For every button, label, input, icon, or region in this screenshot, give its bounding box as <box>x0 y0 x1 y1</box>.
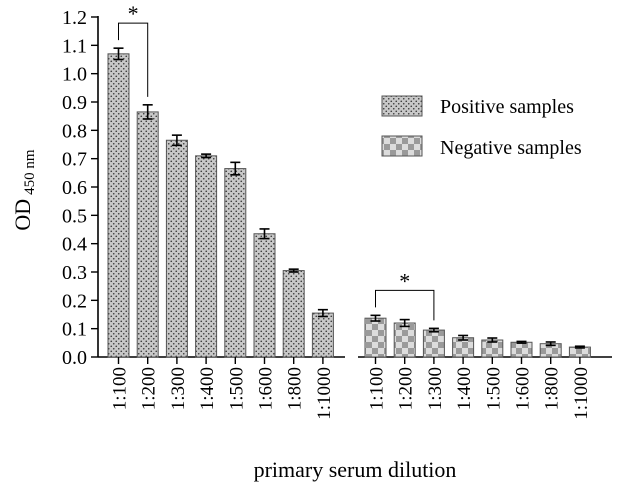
category-labels: 1:100 1:200 1:300 1:400 1:500 1:600 1:800 1:100… <box>110 357 592 420</box>
y-tick-label: 0.8 <box>62 120 87 142</box>
error-bars <box>113 47 585 349</box>
category-label: 1:1000 <box>571 367 592 420</box>
legend-swatch-positive <box>381 95 423 117</box>
y-axis-label: OD 450 nm <box>10 149 38 231</box>
category-label: 1:300 <box>425 367 446 410</box>
category-label: 1:800 <box>285 367 306 410</box>
y-tick-label: 0.0 <box>62 347 87 369</box>
y-tick-label: 1.2 <box>62 7 87 29</box>
significance-star: * <box>399 268 410 293</box>
bar <box>136 111 159 358</box>
error-bar <box>230 161 241 176</box>
y-tick-label: 1.1 <box>62 35 87 57</box>
y-tick-label: 0.4 <box>62 234 87 256</box>
y-axis-label-main: OD <box>10 199 35 231</box>
bar <box>224 168 247 358</box>
bars <box>107 53 591 358</box>
error-bar <box>259 228 270 240</box>
bar <box>422 329 445 358</box>
bar <box>253 233 276 358</box>
category-label: 1:100 <box>367 367 388 410</box>
category-label: 1:200 <box>139 367 160 410</box>
error-bar <box>428 327 439 333</box>
y-tick-label: 0.2 <box>62 290 87 312</box>
bar <box>364 317 387 358</box>
axes: 0.0 0.1 0.2 0.3 0.4 0.5 0.6 0.7 0.8 0.9 1.0 1.1 1.2 <box>62 7 612 369</box>
svg-text:OD450 nm: OD 450 nm <box>10 149 38 231</box>
category-label: 1:600 <box>513 367 534 410</box>
y-tick-label: 0.1 <box>62 319 87 341</box>
bar <box>510 341 533 358</box>
legend-label-positive: Positive samples <box>440 96 574 118</box>
y-tick-label: 0.6 <box>62 177 87 199</box>
error-bar <box>458 334 469 341</box>
legend-label-negative: Negative samples <box>440 137 582 159</box>
y-tick-label: 0.7 <box>62 149 87 171</box>
category-label: 1:1000 <box>314 367 335 420</box>
category-label: 1:800 <box>542 367 563 410</box>
error-bar <box>142 104 153 120</box>
error-bar <box>201 153 212 159</box>
category-label: 1:500 <box>226 367 247 410</box>
x-axis-label: primary serum dilution <box>254 457 457 482</box>
significance-star: * <box>128 1 139 26</box>
bar <box>195 155 218 358</box>
bar <box>282 270 305 358</box>
bar <box>165 139 188 358</box>
category-label: 1:400 <box>454 367 475 410</box>
category-label: 1:200 <box>396 367 417 410</box>
y-tick-label: 1.0 <box>62 64 87 86</box>
error-bar <box>370 314 381 322</box>
error-bar <box>487 337 498 343</box>
y-tick-label: 0.3 <box>62 262 87 284</box>
significance-bracket: * <box>118 1 149 97</box>
legend: Positive samples Negative samples <box>381 95 582 159</box>
error-bar <box>317 308 328 318</box>
legend-swatch-negative <box>381 135 423 157</box>
category-label: 1:300 <box>168 367 189 410</box>
significance-annotations: ** <box>118 1 435 321</box>
category-label: 1:600 <box>256 367 277 410</box>
category-label: 1:100 <box>110 367 131 410</box>
error-bar <box>516 340 527 344</box>
category-label: 1:400 <box>197 367 218 410</box>
significance-bracket: * <box>375 268 435 321</box>
error-bar <box>399 318 410 328</box>
error-bar <box>545 341 556 347</box>
y-tick-label: 0.5 <box>62 205 87 227</box>
error-bar <box>113 47 124 61</box>
y-axis-label-subscript: 450 nm <box>22 149 38 195</box>
error-bar <box>574 345 585 349</box>
error-bar <box>171 134 182 147</box>
y-tick-label: 0.9 <box>62 92 87 114</box>
bar <box>311 312 334 358</box>
bar <box>393 322 416 358</box>
error-bar <box>288 268 299 273</box>
category-label: 1:500 <box>483 367 504 410</box>
bar <box>107 53 130 358</box>
